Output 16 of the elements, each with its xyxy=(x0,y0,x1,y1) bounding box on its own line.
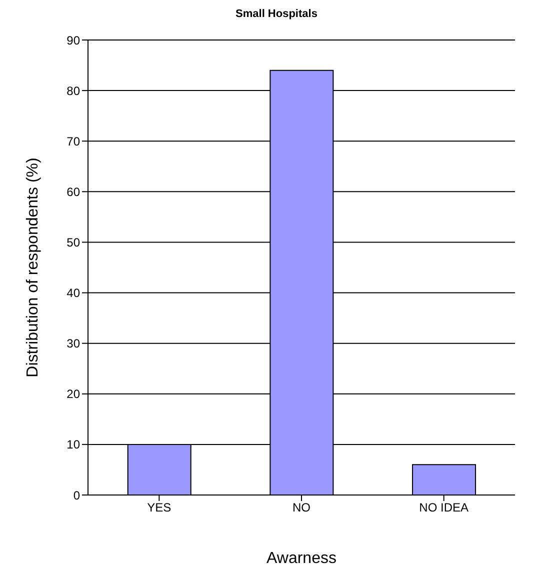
y-tick-label: 40 xyxy=(66,286,80,300)
y-tick-label: 90 xyxy=(66,33,80,48)
y-tick-label: 20 xyxy=(66,387,80,402)
y-tick-label: 0 xyxy=(73,488,80,502)
y-tick-label: 10 xyxy=(66,438,80,452)
y-tick-label: 50 xyxy=(66,235,80,250)
x-axis-title: Awarness xyxy=(266,550,336,567)
chart-title: Small Hospitals xyxy=(234,8,318,20)
x-tick-label: NO xyxy=(292,500,310,515)
y-tick-label: 70 xyxy=(66,134,80,148)
y-axis-title: Distribution of respondents (%) xyxy=(24,158,42,378)
x-tick-label: YES xyxy=(147,500,172,515)
x-tick-label: NO IDEA xyxy=(419,500,469,515)
y-tick-label: 80 xyxy=(66,84,80,98)
y-tick-label: 60 xyxy=(66,184,80,199)
y-tick-label: 30 xyxy=(66,336,80,351)
